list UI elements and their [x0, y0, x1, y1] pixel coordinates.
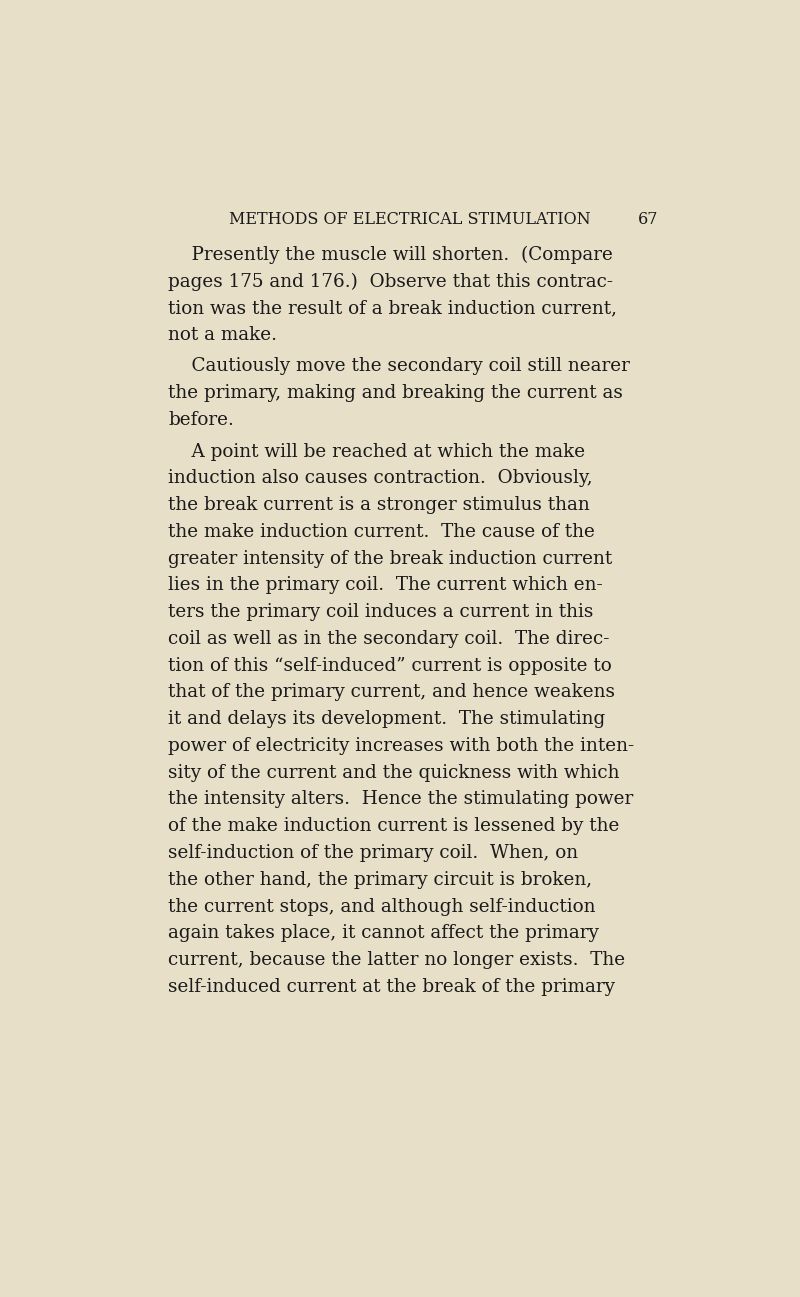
Text: pages 175 and 176.)  Observe that this contrac-: pages 175 and 176.) Observe that this co… [168, 272, 614, 291]
Text: again takes place, it cannot affect the primary: again takes place, it cannot affect the … [168, 925, 599, 943]
Text: tion was the result of a break induction current,: tion was the result of a break induction… [168, 300, 618, 316]
Text: self-induced current at the break of the primary: self-induced current at the break of the… [168, 978, 615, 996]
Text: tion of this “self-induced” current is opposite to: tion of this “self-induced” current is o… [168, 656, 612, 674]
Text: METHODS OF ELECTRICAL STIMULATION: METHODS OF ELECTRICAL STIMULATION [229, 210, 591, 227]
Text: the intensity alters.  Hence the stimulating power: the intensity alters. Hence the stimulat… [168, 790, 634, 808]
Text: self-induction of the primary coil.  When, on: self-induction of the primary coil. When… [168, 844, 578, 863]
Text: sity of the current and the quickness with which: sity of the current and the quickness wi… [168, 764, 620, 782]
Text: greater intensity of the break induction current: greater intensity of the break induction… [168, 550, 613, 568]
Text: the break current is a stronger stimulus than: the break current is a stronger stimulus… [168, 495, 590, 514]
Text: power of electricity increases with both the inten-: power of electricity increases with both… [168, 737, 634, 755]
Text: the make induction current.  The cause of the: the make induction current. The cause of… [168, 523, 595, 541]
Text: induction also causes contraction.  Obviously,: induction also causes contraction. Obvio… [168, 470, 593, 488]
Text: of the make induction current is lessened by the: of the make induction current is lessene… [168, 817, 619, 835]
Text: that of the primary current, and hence weakens: that of the primary current, and hence w… [168, 684, 615, 702]
Text: the current stops, and although self-induction: the current stops, and although self-ind… [168, 898, 596, 916]
Text: the primary, making and breaking the current as: the primary, making and breaking the cur… [168, 384, 623, 402]
Text: ters the primary coil induces a current in this: ters the primary coil induces a current … [168, 603, 594, 621]
Text: not a make.: not a make. [168, 326, 277, 344]
Text: lies in the primary coil.  The current which en-: lies in the primary coil. The current wh… [168, 576, 603, 594]
Text: it and delays its development.  The stimulating: it and delays its development. The stimu… [168, 711, 606, 728]
Text: Cautiously move the secondary coil still nearer: Cautiously move the secondary coil still… [168, 358, 630, 375]
Text: coil as well as in the secondary coil.  The direc-: coil as well as in the secondary coil. T… [168, 630, 610, 648]
Text: A point will be reached at which the make: A point will be reached at which the mak… [168, 442, 586, 460]
Text: the other hand, the primary circuit is broken,: the other hand, the primary circuit is b… [168, 870, 592, 888]
Text: current, because the latter no longer exists.  The: current, because the latter no longer ex… [168, 951, 626, 969]
Text: 67: 67 [638, 210, 658, 227]
Text: before.: before. [168, 411, 234, 429]
Text: Presently the muscle will shorten.  (Compare: Presently the muscle will shorten. (Comp… [168, 245, 613, 263]
